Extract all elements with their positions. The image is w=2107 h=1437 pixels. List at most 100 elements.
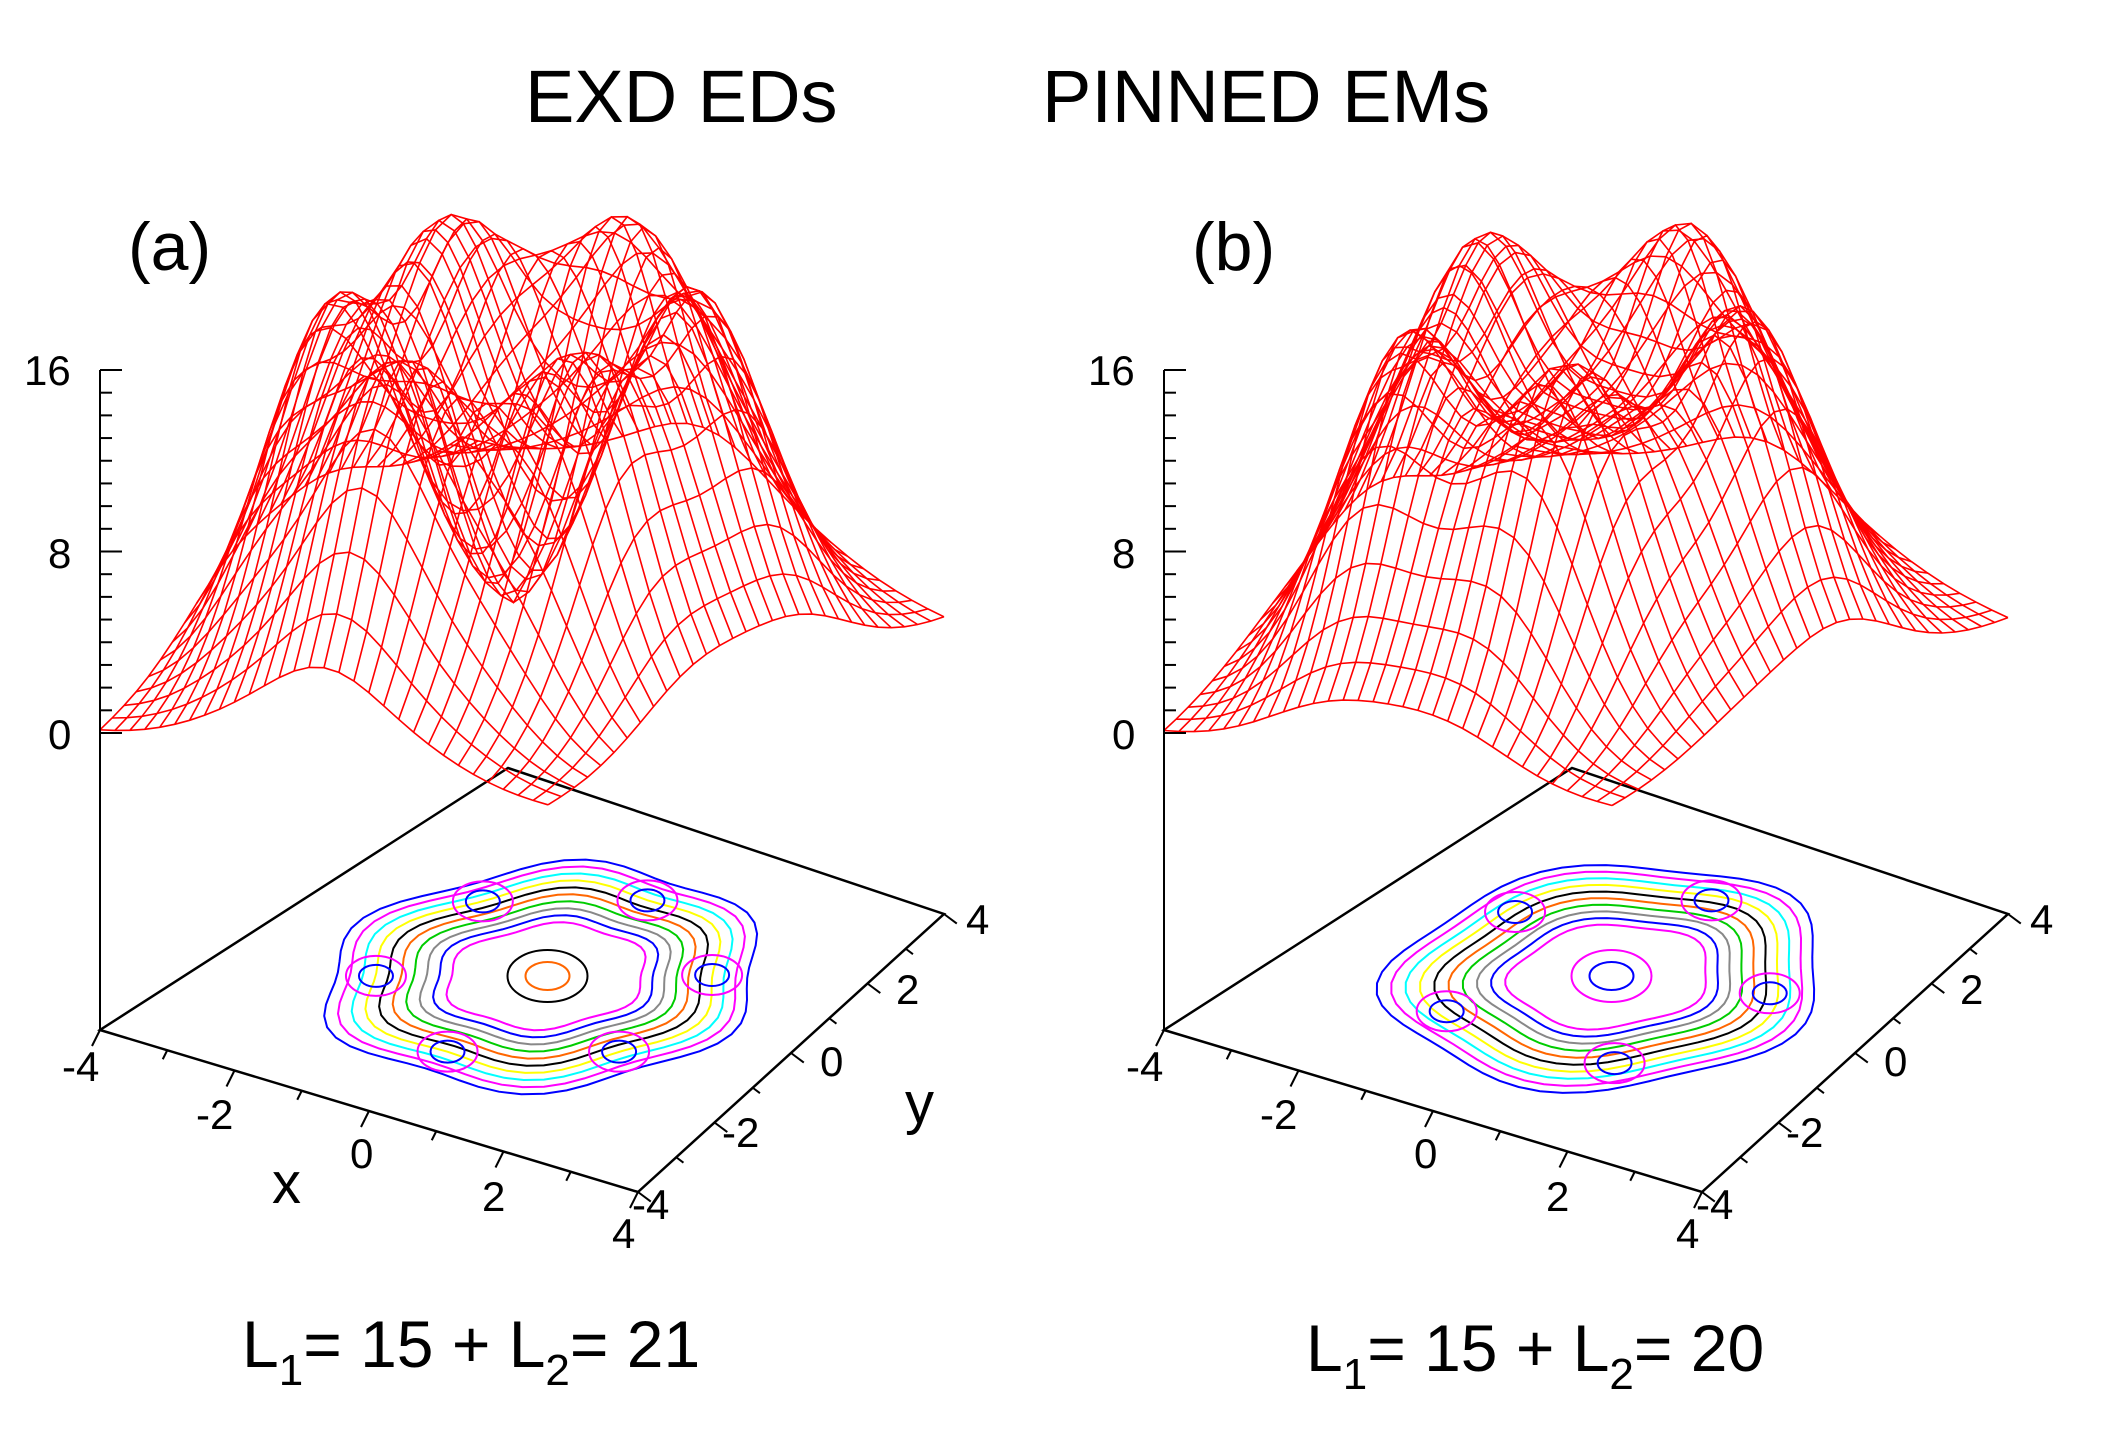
x-axis-tick bbox=[296, 1090, 303, 1101]
contour-line bbox=[378, 886, 710, 1067]
caption-a-l1: L bbox=[242, 1307, 279, 1381]
surface-mesh-line-v bbox=[292, 284, 760, 626]
x-axis-tick bbox=[1360, 1090, 1367, 1101]
surface-mesh-line-v bbox=[124, 551, 575, 789]
y-tick-label-neg2-b: -2 bbox=[1786, 1109, 1823, 1156]
contour-line bbox=[1419, 883, 1780, 1073]
surface-mesh-line-v bbox=[1259, 330, 1719, 723]
surface-mesh-a bbox=[99, 213, 945, 806]
x-axis-label-a: x bbox=[272, 1151, 301, 1216]
contour-line bbox=[418, 907, 672, 1046]
contour-line bbox=[364, 879, 722, 1074]
y-axis-tick bbox=[1854, 1052, 1869, 1064]
z-tick-label-16-b: 16 bbox=[1088, 347, 1135, 394]
surface-mesh-line-v bbox=[1223, 445, 1679, 760]
panel-label-b: (b) bbox=[1192, 209, 1275, 285]
contour-peak-inner bbox=[357, 963, 394, 988]
x-tick-label-2-a: 2 bbox=[482, 1173, 505, 1220]
title-right: PINNED EMs bbox=[1042, 55, 1490, 138]
contour-peak-outer bbox=[416, 1030, 479, 1073]
y-tick-label-neg2-a: -2 bbox=[722, 1109, 759, 1156]
y-axis-tick bbox=[943, 913, 958, 925]
x-tick-label-2-b: 2 bbox=[1546, 1173, 1569, 1220]
surface-mesh-line-v bbox=[1392, 235, 1864, 620]
y-axis-tick bbox=[866, 982, 881, 994]
contour-line bbox=[1390, 870, 1804, 1087]
contour-line bbox=[1504, 923, 1707, 1031]
contour-peak-outer bbox=[1680, 879, 1743, 922]
y-tick-label-0-a: 0 bbox=[820, 1038, 843, 1085]
x-axis-tick bbox=[629, 1191, 639, 1209]
panel-a: (a) 16 8 0 -4 -2 0 2 4 -4 -2 0 2 4 x y L… bbox=[24, 209, 989, 1395]
contour-peak-outer bbox=[1415, 990, 1478, 1033]
contour-line bbox=[1375, 864, 1816, 1094]
x-axis-tick bbox=[360, 1110, 370, 1128]
surface-mesh-line-u bbox=[1596, 576, 1993, 803]
base-plane-a bbox=[91, 766, 958, 1209]
y-axis-tick bbox=[790, 1052, 805, 1064]
y-axis-tick bbox=[1777, 1121, 1792, 1133]
contour-line bbox=[405, 900, 685, 1053]
surface-mesh-line-v bbox=[280, 298, 747, 632]
surface-mesh-line-v bbox=[1416, 273, 1890, 625]
surface-mesh-line-v bbox=[1489, 316, 1969, 631]
surface-mesh-line-v bbox=[1163, 699, 1613, 807]
y-axis-tick bbox=[1969, 947, 1978, 955]
x-axis-tick bbox=[161, 1049, 169, 1060]
contour-peak-outer bbox=[344, 954, 407, 997]
x-tick-label-neg2-a: -2 bbox=[196, 1091, 233, 1138]
z-axis-b bbox=[1163, 369, 1186, 1030]
surface-mesh-line-v bbox=[1344, 293, 1811, 638]
caption-b-end: = 20 bbox=[1634, 1311, 1764, 1385]
y-tick-label-4-b: 4 bbox=[2030, 896, 2053, 943]
contour-peak-inner bbox=[1428, 999, 1465, 1024]
surface-mesh-line-u bbox=[144, 353, 511, 730]
x-tick-label-0-a: 0 bbox=[350, 1130, 373, 1177]
x-axis-tick bbox=[1629, 1171, 1636, 1182]
base-plane-b bbox=[1155, 766, 2022, 1209]
y-tick-label-2-a: 2 bbox=[896, 966, 919, 1013]
surface-mesh-line-v bbox=[1284, 335, 1745, 698]
contour-peak-outer bbox=[451, 880, 514, 923]
contour-peak-inner bbox=[1596, 1051, 1633, 1076]
surface-mesh-line-u bbox=[1491, 309, 1880, 748]
surface-mesh-line-u bbox=[99, 436, 463, 731]
surface-mesh-line-v bbox=[256, 298, 721, 646]
caption-a-mid: = 15 + L bbox=[303, 1307, 545, 1381]
surface-mesh-line-u bbox=[532, 573, 929, 802]
surface-mesh-line-v bbox=[1477, 271, 1956, 633]
y-tick-label-4-a: 4 bbox=[966, 896, 989, 943]
surface-mesh-line-v bbox=[1368, 241, 1838, 623]
y-tick-label-2-b: 2 bbox=[1960, 966, 1983, 1013]
surface-mesh-line-v bbox=[99, 666, 549, 806]
surface-mesh-b bbox=[1163, 222, 2009, 807]
contour-peak-inner bbox=[429, 1039, 466, 1064]
y-tick-label-neg4-b: -4 bbox=[1696, 1181, 1733, 1228]
x-tick-label-neg2-b: -2 bbox=[1260, 1091, 1297, 1138]
contour-line bbox=[391, 893, 697, 1060]
surface-mesh-line-v bbox=[316, 237, 787, 617]
contour-line bbox=[350, 872, 734, 1082]
contour-line bbox=[1476, 910, 1732, 1045]
x-axis-tick bbox=[1693, 1191, 1703, 1209]
surface-mesh-line-v bbox=[1441, 229, 1917, 632]
z-tick-label-16-a: 16 bbox=[24, 347, 71, 394]
surface-mesh-line-v bbox=[207, 326, 668, 692]
surface-mesh-line-v bbox=[437, 341, 919, 626]
surface-mesh-line-v bbox=[389, 215, 866, 626]
y-axis-tick bbox=[1739, 1156, 1749, 1164]
contour-line bbox=[445, 921, 647, 1032]
contour-center-inner bbox=[524, 961, 571, 991]
x-tick-label-4-a: 4 bbox=[612, 1210, 635, 1257]
contour-line bbox=[1461, 903, 1744, 1052]
surface-mesh-line-v bbox=[1248, 352, 1706, 736]
z-tick-label-0-b: 0 bbox=[1112, 711, 1135, 758]
surface-mesh-line-v bbox=[244, 291, 708, 655]
contour-line bbox=[1433, 890, 1768, 1066]
surface-mesh-line-v bbox=[112, 613, 562, 798]
surface-mesh-line-v bbox=[352, 220, 826, 617]
surface-mesh-line-v bbox=[1380, 231, 1851, 620]
surface-mesh-line-v bbox=[304, 262, 774, 621]
surface-mesh-line-v bbox=[1296, 348, 1758, 686]
surface-mesh-line-v bbox=[183, 360, 642, 723]
